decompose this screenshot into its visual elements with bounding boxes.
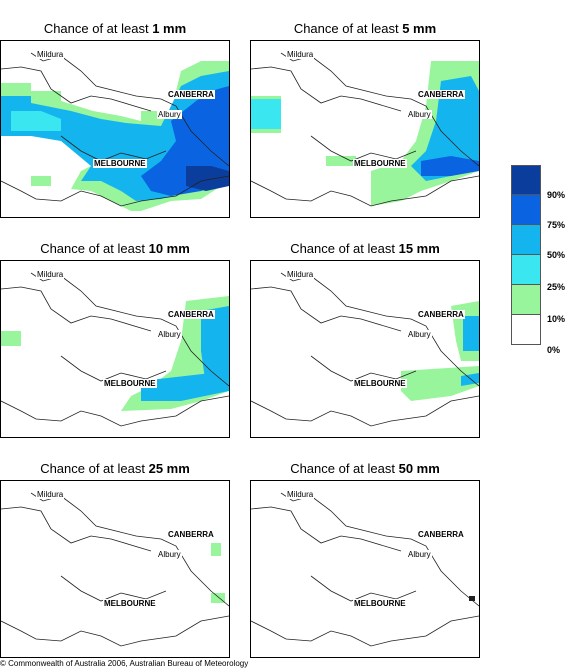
place-label-albury: Albury <box>407 110 432 119</box>
place-label-albury: Albury <box>157 550 182 559</box>
legend-swatch-50 <box>511 225 541 255</box>
rainfall-map: Mildura CANBERRA Albury MELBOURNE <box>250 40 480 218</box>
legend-label-10: 10% <box>547 314 566 324</box>
place-label-mildura: Mildura <box>286 490 315 499</box>
map-shapes <box>251 52 479 207</box>
legend-label-90: 90% <box>547 190 566 200</box>
legend-label-0: 0% <box>547 345 561 355</box>
panel-title: Chance of at least 5 mm <box>293 21 437 36</box>
place-label-mildura: Mildura <box>36 50 65 59</box>
place-label-albury: Albury <box>157 110 182 119</box>
place-label-mildura: Mildura <box>286 50 315 59</box>
panel-title: Chance of at least 10 mm <box>40 241 190 256</box>
rainfall-map: Mildura CANBERRA Albury MELBOURNE <box>0 480 230 658</box>
legend-swatch-0 <box>511 315 541 345</box>
place-label-albury: Albury <box>407 550 432 559</box>
place-label-canberra: CANBERRA <box>167 310 215 319</box>
legend-swatch-75 <box>511 195 541 225</box>
state-boundaries <box>251 272 479 427</box>
panel-title: Chance of at least 50 mm <box>290 461 440 476</box>
map-shapes <box>1 272 229 427</box>
place-label-melbourne: MELBOURNE <box>103 599 157 608</box>
state-boundaries <box>1 492 229 647</box>
rain-cells <box>1 296 229 411</box>
place-label-melbourne: MELBOURNE <box>353 379 407 388</box>
legend-label-75: 75% <box>547 220 566 230</box>
place-label-mildura: Mildura <box>286 270 315 279</box>
rain-cells <box>1 61 229 211</box>
map-shapes <box>1 492 229 647</box>
legend-label-50: 50% <box>547 250 566 260</box>
place-label-canberra: CANBERRA <box>417 310 465 319</box>
place-label-melbourne: MELBOURNE <box>353 159 407 168</box>
place-label-albury: Albury <box>407 330 432 339</box>
panel-title: Chance of at least 1 mm <box>43 21 187 36</box>
rainfall-map: Mildura CANBERRA Albury MELBOURNE <box>250 260 480 438</box>
place-label-canberra: CANBERRA <box>167 90 215 99</box>
legend-label-25: 25% <box>547 282 566 292</box>
place-label-canberra: CANBERRA <box>417 530 465 539</box>
rain-cells <box>211 543 225 603</box>
place-label-mildura: Mildura <box>36 490 65 499</box>
place-label-mildura: Mildura <box>36 270 65 279</box>
panel-title: Chance of at least 25 mm <box>40 461 190 476</box>
legend-swatch-90 <box>511 165 541 195</box>
map-shapes <box>251 492 479 647</box>
place-label-melbourne: MELBOURNE <box>103 379 157 388</box>
rain-cells <box>469 596 475 601</box>
rainfall-map: Mildura CANBERRA Albury MELBOURNE <box>250 480 480 658</box>
place-label-canberra: CANBERRA <box>417 90 465 99</box>
probability-legend: 90% 75% 50% 25% 10% 0% <box>511 165 565 355</box>
rain-cells <box>401 301 479 401</box>
legend-swatch-25 <box>511 255 541 285</box>
map-shapes <box>1 52 229 211</box>
legend-swatch-10 <box>511 285 541 315</box>
map-shapes <box>251 272 479 427</box>
place-label-canberra: CANBERRA <box>167 530 215 539</box>
copyright-notice: © Commonwealth of Australia 2006, Austra… <box>0 659 249 668</box>
rainfall-map: Mildura CANBERRA Albury MELBOURNE <box>0 40 230 218</box>
rain-cells <box>251 61 479 206</box>
place-label-melbourne: MELBOURNE <box>93 159 147 168</box>
panel-title: Chance of at least 15 mm <box>290 241 440 256</box>
place-label-melbourne: MELBOURNE <box>353 599 407 608</box>
state-boundaries <box>251 492 479 647</box>
place-label-albury: Albury <box>157 330 182 339</box>
rainfall-map: Mildura CANBERRA Albury MELBOURNE <box>0 260 230 438</box>
